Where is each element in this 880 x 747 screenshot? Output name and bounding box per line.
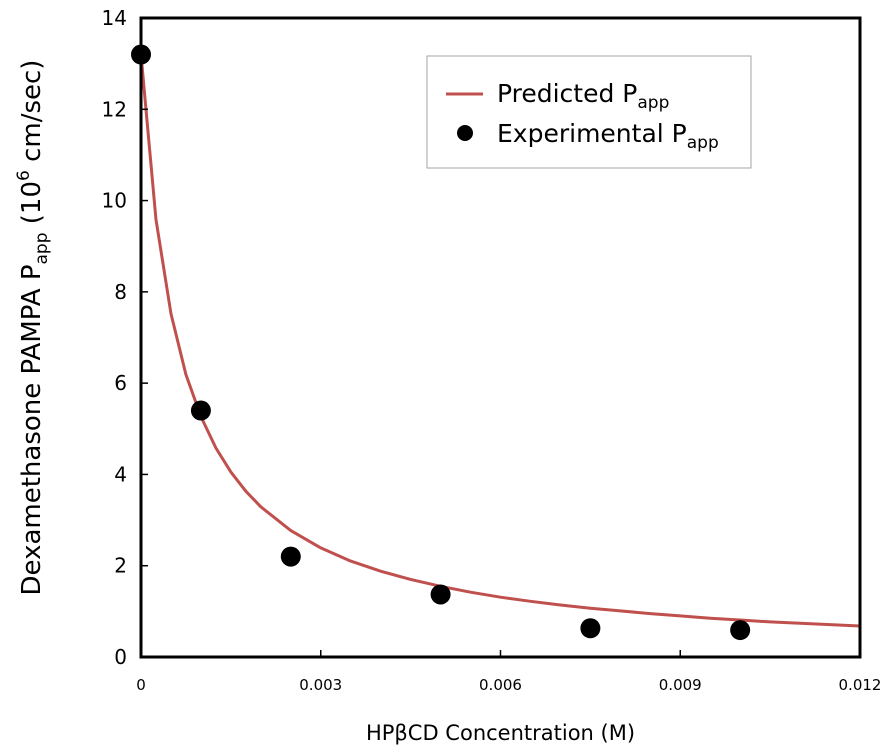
y-axis-title-sub: app [32, 232, 52, 264]
y-axis-title-rest: (10 [17, 181, 47, 233]
legend: Predicted Papp Experimental Papp [426, 55, 752, 169]
experimental-point-2 [280, 546, 301, 567]
experimental-point-1 [190, 400, 211, 421]
y-axis-ticks: 0 2 4 6 8 10 12 14 [102, 6, 148, 669]
legend-dot-swatch [457, 125, 473, 141]
x-tick-label-2: 0.006 [479, 676, 522, 694]
legend-experimental-sub: app [687, 133, 719, 153]
y-tick-label-6: 12 [102, 97, 127, 121]
y-tick-label-4: 8 [114, 280, 127, 304]
y-tick-label-0: 0 [114, 645, 127, 669]
y-axis-title-tail: cm/sec) [17, 60, 47, 171]
x-axis-ticks: 0 0.003 0.006 0.009 0.012 [136, 650, 880, 694]
series-layer [131, 44, 861, 641]
y-tick-label-2: 4 [114, 462, 127, 486]
y-tick-label-7: 14 [102, 6, 127, 30]
y-axis-title-main: Dexamethasone PAMPA P [17, 264, 47, 595]
legend-predicted-sub: app [637, 93, 669, 113]
x-tick-label-4: 0.012 [839, 676, 880, 694]
x-axis-title: HPβCD Concentration (M) [366, 721, 635, 745]
y-tick-label-5: 10 [102, 189, 127, 213]
legend-predicted-main: Predicted P [497, 79, 637, 108]
y-axis-title: Dexamethasone PAMPA Papp (106 cm/sec) [14, 60, 52, 596]
x-tick-label-0: 0 [136, 676, 146, 694]
legend-experimental-main: Experimental P [497, 119, 687, 148]
experimental-point-5 [730, 620, 751, 641]
experimental-point-4 [580, 618, 601, 639]
experimental-point-3 [430, 584, 451, 605]
legend-label-experimental: Experimental Papp [497, 119, 719, 153]
y-tick-label-1: 2 [114, 554, 127, 578]
legend-label-predicted: Predicted Papp [497, 79, 669, 113]
x-tick-label-1: 0.003 [299, 676, 342, 694]
legend-box [426, 55, 752, 169]
y-tick-label-3: 6 [114, 371, 127, 395]
y-axis-title-sup: 6 [14, 170, 34, 181]
x-tick-label-3: 0.009 [659, 676, 702, 694]
